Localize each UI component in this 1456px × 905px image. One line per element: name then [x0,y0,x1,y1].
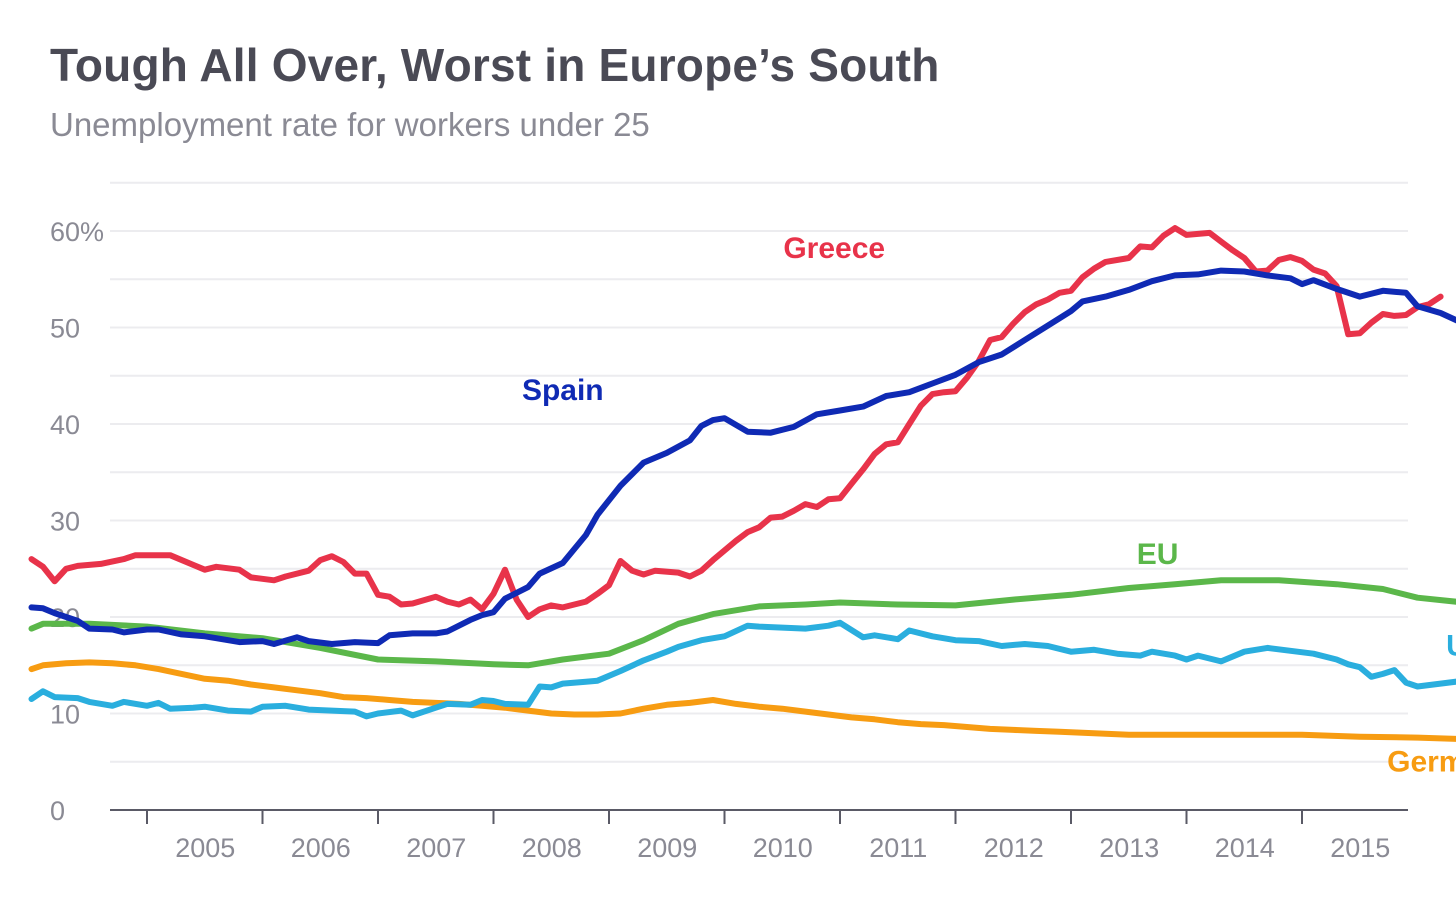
x-tick-label-2012: 2012 [984,833,1044,863]
x-tick-label-2007: 2007 [406,833,466,863]
series-line-spain [28,267,1456,647]
series-line-us [28,619,1456,720]
y-tick-label-0: 0 [50,796,65,826]
x-tick-label-2015: 2015 [1330,833,1390,863]
series-labels: Greece Spain EU U.S. Germany [522,232,1456,778]
x-tick-label-2009: 2009 [637,833,697,863]
x-tick-label-2008: 2008 [522,833,582,863]
grid-lines [110,181,1408,763]
x-tick-label-2014: 2014 [1215,833,1275,863]
series-label-eu: EU [1137,538,1179,571]
y-tick-label-10: 10 [50,700,80,730]
y-tick-label-30: 30 [50,507,80,537]
y-tick-label-50: 50 [50,314,80,344]
x-tick-label-2013: 2013 [1099,833,1159,863]
y-tick-label-60: 60% [50,217,104,247]
x-tick-label-2005: 2005 [175,833,235,863]
x-tick-label-2010: 2010 [753,833,813,863]
series-label-spain: Spain [522,374,604,407]
series-line-greece [28,225,1444,620]
y-tick-label-40: 40 [50,410,80,440]
x-tick-label-2006: 2006 [291,833,351,863]
series-lines [28,225,1456,742]
chart-title: Tough All Over, Worst in Europe’s South [50,39,940,91]
x-tick-label-2011: 2011 [869,833,927,863]
series-line-germany [28,659,1456,742]
series-label-us: U.S. [1446,630,1456,663]
series-label-greece: Greece [783,232,885,265]
series-label-germany: Germany [1387,745,1456,778]
x-axis: 2005 2006 2007 2008 2009 2010 2011 2012 2013 2014… [110,809,1408,863]
chart-subtitle: Unemployment rate for workers under 25 [50,106,650,143]
